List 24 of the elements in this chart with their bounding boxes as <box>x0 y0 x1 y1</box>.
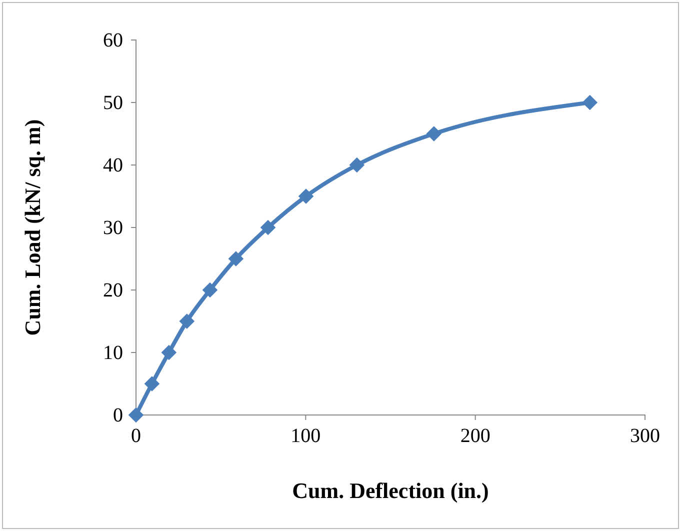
y-tick-label: 30 <box>103 216 123 239</box>
point <box>161 344 177 360</box>
x-tick-label: 0 <box>131 425 141 448</box>
point <box>202 282 218 298</box>
y-axis-title: Cum. Load (kN/ sq. m) <box>20 119 45 336</box>
point <box>260 220 276 236</box>
point <box>426 126 442 142</box>
x-tick-label: 300 <box>630 425 660 448</box>
point <box>128 407 144 423</box>
x-axis-title: Cum. Deflection (in.) <box>292 478 489 503</box>
y-tick-label: 40 <box>103 154 123 176</box>
point <box>298 188 314 204</box>
x-tick-label: 100 <box>290 425 321 448</box>
point <box>228 251 244 266</box>
y-tick-label: 60 <box>103 29 123 52</box>
x-tick-label: 200 <box>460 425 490 448</box>
point <box>349 157 365 173</box>
y-tick-label: 50 <box>103 92 123 114</box>
point <box>582 94 598 110</box>
y-tick-label: 0 <box>113 404 123 426</box>
point <box>144 376 160 392</box>
point <box>179 314 195 329</box>
y-tick-label: 20 <box>103 279 123 302</box>
y-tick-label: 10 <box>103 342 123 364</box>
